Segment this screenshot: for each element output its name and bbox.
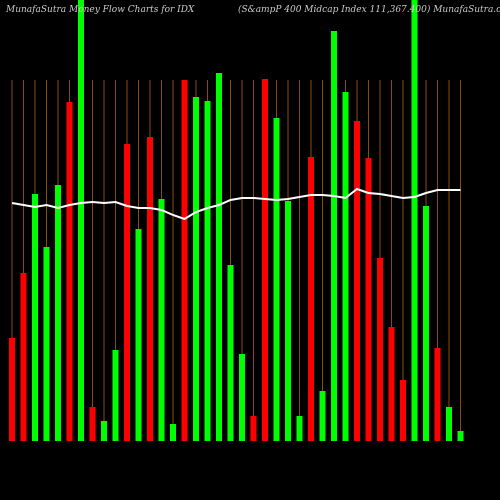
bar (308, 157, 314, 441)
bar (319, 391, 326, 441)
bar (158, 199, 165, 441)
bar (78, 0, 84, 441)
bar (55, 185, 61, 441)
bar (342, 92, 349, 441)
bar (181, 80, 188, 441)
bar (446, 407, 452, 441)
bar (170, 424, 176, 441)
bar (204, 101, 211, 441)
bar (101, 421, 107, 441)
chart-title: MunafaSutra Money Flow Charts for IDX (5, 5, 195, 15)
bar (434, 348, 441, 441)
bar (250, 416, 257, 441)
bar (400, 380, 406, 441)
bar (9, 338, 15, 441)
bar (273, 118, 280, 441)
bar (43, 247, 50, 441)
bar (388, 327, 395, 441)
bar (112, 350, 119, 441)
bars (9, 0, 464, 441)
bar (124, 144, 130, 441)
bar (193, 97, 199, 441)
bar (285, 201, 291, 441)
bar (457, 431, 464, 441)
chart-subtitle: (S&ampP 400 Midcap Index 111,367.400) Mu… (238, 4, 500, 15)
bar (262, 79, 268, 441)
bar (377, 258, 383, 441)
bar (354, 121, 360, 441)
bar (296, 416, 303, 441)
line (11, 187, 461, 221)
lines (11, 187, 461, 221)
bar (423, 206, 429, 441)
bar (216, 73, 222, 441)
bar (20, 273, 27, 441)
bar (135, 229, 142, 441)
bar (239, 354, 245, 441)
bar (66, 102, 73, 441)
bar (89, 407, 96, 441)
bar (411, 0, 418, 441)
bar (147, 137, 153, 441)
bar (227, 265, 234, 441)
bar (32, 194, 38, 441)
bar (365, 158, 372, 441)
bar (331, 31, 337, 441)
